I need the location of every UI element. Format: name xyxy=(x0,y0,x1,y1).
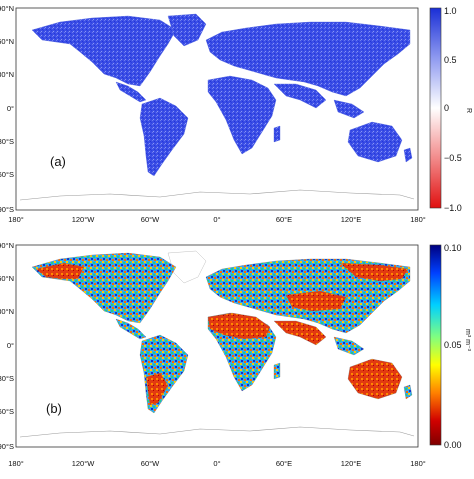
panel-a-lat-tick: 90°N xyxy=(0,4,14,13)
panel-b-greenland xyxy=(167,250,207,284)
panel-a-lon-tick: 120°E xyxy=(341,215,362,224)
panel-b-cb-tick: 0.00 xyxy=(444,440,462,450)
panel-a-lon-tick: 120°W xyxy=(72,215,96,224)
panel-a-eurasia xyxy=(205,21,411,97)
panel-a-lon-tick: 180° xyxy=(410,215,426,224)
panel-a-lon-tick: 0° xyxy=(213,215,220,224)
panel-a-correlation-map: 90°N 60°N 30°N 0° 30°S 60°S 90°S 180° 12… xyxy=(0,0,474,237)
panel-a-central-america xyxy=(115,81,147,103)
panel-a-colorbar xyxy=(429,7,442,209)
panel-b-svg: 90°N 60°N 30°N 0° 30°S 60°S 90°S 180° 12… xyxy=(0,241,471,468)
panel-b-central-asia-dry xyxy=(285,290,347,312)
panel-a-cb-tick: 0 xyxy=(444,103,449,113)
panel-a-africa xyxy=(207,75,277,155)
panel-b-lon-tick: 180° xyxy=(8,459,24,468)
panel-b-siberia-dry xyxy=(339,262,409,282)
panel-b-lon-tick: 60°W xyxy=(141,459,160,468)
panel-b-land xyxy=(31,250,413,414)
panel-b-central-america xyxy=(115,318,147,340)
panel-a-antarctica-outline xyxy=(19,189,415,201)
panel-b-north-america-west-dry xyxy=(35,262,85,280)
panel-b-rmse-map: 90°N 60°N 30°N 0° 30°S 60°S 90°S 180° 12… xyxy=(0,237,474,474)
panel-a-cb-tick: 0.5 xyxy=(444,55,457,65)
panel-a-north-america xyxy=(31,15,177,87)
panel-b-lat-tick: 60°S xyxy=(0,407,14,416)
panel-a-lat-ticks: 90°N 60°N 30°N 0° 30°S 60°S 90°S xyxy=(0,4,14,214)
panel-a-lat-tick: 60°N xyxy=(0,37,14,46)
panel-b-lat-tick: 90°N xyxy=(0,241,14,250)
panel-a-land xyxy=(31,13,413,177)
panel-a-madagascar xyxy=(273,125,281,143)
panel-a-lon-tick: 60°W xyxy=(141,215,160,224)
panel-b-label: (b) xyxy=(46,401,62,416)
panel-a-colorbar-label: R xyxy=(465,108,472,113)
panel-b-new-zealand xyxy=(403,384,413,400)
panel-a-cb-tick: −1.0 xyxy=(444,203,462,213)
panel-a-lat-tick: 30°N xyxy=(0,70,14,79)
panel-b-colorbar-label: m³ m⁻³ xyxy=(464,329,471,352)
panel-b-south-asia xyxy=(273,320,327,346)
panel-b-lat-tick: 0° xyxy=(7,341,14,350)
panel-a-cb-tick: 1.0 xyxy=(444,6,457,16)
panel-b-lat-tick: 60°N xyxy=(0,274,14,283)
panel-b-lat-tick: 90°S xyxy=(0,442,14,451)
panel-a-australia xyxy=(347,121,403,163)
panel-b-lat-ticks: 90°N 60°N 30°N 0° 30°S 60°S 90°S xyxy=(0,241,14,451)
panel-a-south-asia xyxy=(273,83,327,109)
panel-a-cb-tick: −0.5 xyxy=(444,153,462,163)
panel-a-lon-ticks: 180° 120°W 60°W 0° 60°E 120°E 180° xyxy=(8,215,426,224)
panel-b-sahara-dry xyxy=(207,312,271,340)
panel-a-lon-tick: 60°E xyxy=(276,215,292,224)
panel-a-new-zealand xyxy=(403,147,413,163)
panel-a-label: (a) xyxy=(50,154,66,169)
panel-b-colorbar-ticks: 0.10 0.05 0.00 xyxy=(444,243,462,450)
panel-a-greenland xyxy=(167,13,207,47)
panel-b-cb-tick: 0.10 xyxy=(444,243,462,253)
panel-a-south-america xyxy=(139,97,189,177)
panel-a-se-asia xyxy=(333,99,365,119)
panel-a-svg: 90°N 60°N 30°N 0° 30°S 60°S 90°S 180° 12… xyxy=(0,4,472,224)
panel-b-lon-tick: 60°E xyxy=(276,459,292,468)
panel-b-lon-ticks: 180° 120°W 60°W 0° 60°E 120°E 180° xyxy=(8,459,426,468)
panel-b-se-asia xyxy=(333,336,365,356)
panel-b-antarctica-outline xyxy=(19,426,415,438)
panel-a-lat-tick: 90°S xyxy=(0,205,14,214)
panel-a-lat-tick: 30°S xyxy=(0,137,14,146)
panel-b-lon-tick: 180° xyxy=(410,459,426,468)
panel-a-lat-tick: 0° xyxy=(7,104,14,113)
panel-a-lat-tick: 60°S xyxy=(0,170,14,179)
panel-a-lon-tick: 180° xyxy=(8,215,24,224)
panel-b-lon-tick: 120°W xyxy=(72,459,96,468)
panel-b-lat-tick: 30°N xyxy=(0,307,14,316)
panel-b-cb-tick: 0.05 xyxy=(444,340,462,350)
panel-b-lat-tick: 30°S xyxy=(0,374,14,383)
panel-b-south-america-dry xyxy=(145,372,169,406)
panel-b-colorbar xyxy=(429,244,442,446)
panel-b-australia xyxy=(347,358,403,400)
panel-b-lon-tick: 120°E xyxy=(341,459,362,468)
panel-a-colorbar-ticks: 1.0 0.5 0 −0.5 −1.0 xyxy=(444,6,462,213)
panel-b-madagascar xyxy=(273,362,281,380)
panel-b-lon-tick: 0° xyxy=(213,459,220,468)
